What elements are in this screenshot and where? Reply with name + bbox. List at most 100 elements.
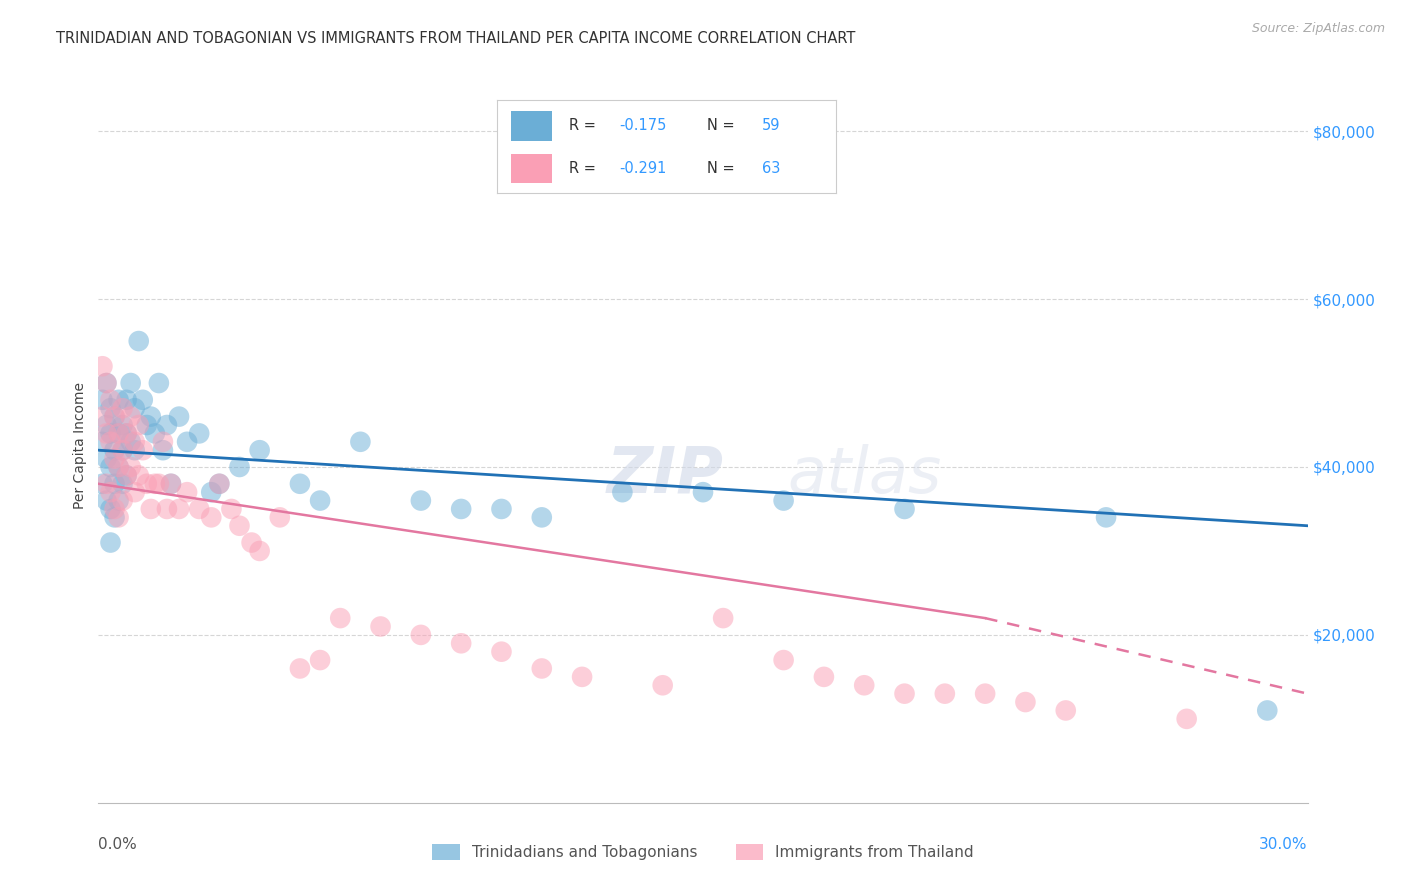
Point	[167, 502, 190, 516]
Point	[188, 502, 211, 516]
Point	[409, 628, 432, 642]
Point	[143, 476, 166, 491]
Point	[120, 460, 142, 475]
Point	[176, 434, 198, 449]
Point	[100, 434, 122, 449]
Point	[240, 535, 263, 549]
Point	[228, 518, 250, 533]
Text: atlas: atlas	[787, 443, 942, 506]
Text: 30.0%: 30.0%	[1260, 838, 1308, 852]
Point	[96, 376, 118, 390]
Point	[91, 409, 114, 424]
Point	[200, 510, 222, 524]
Point	[91, 434, 114, 449]
Point	[813, 670, 835, 684]
Point	[612, 485, 634, 500]
Point	[111, 443, 134, 458]
Point	[1054, 703, 1077, 717]
Point	[188, 426, 211, 441]
Point	[208, 476, 231, 491]
Point	[1175, 712, 1198, 726]
Point	[107, 460, 129, 475]
Point	[96, 426, 118, 441]
Point	[100, 401, 122, 416]
Point	[107, 510, 129, 524]
Point	[128, 417, 150, 432]
Point	[103, 502, 125, 516]
Point	[100, 426, 122, 441]
Point	[249, 443, 271, 458]
Point	[711, 611, 734, 625]
Point	[571, 670, 593, 684]
Point	[91, 392, 114, 407]
Point	[228, 460, 250, 475]
Point	[148, 476, 170, 491]
Point	[124, 443, 146, 458]
Point	[100, 392, 122, 407]
Point	[124, 401, 146, 416]
Point	[1256, 703, 1278, 717]
Point	[148, 376, 170, 390]
Point	[139, 502, 162, 516]
Point	[100, 460, 122, 475]
Point	[974, 687, 997, 701]
Point	[200, 485, 222, 500]
Text: ZIP: ZIP	[606, 443, 723, 506]
Point	[176, 485, 198, 500]
Point	[111, 417, 134, 432]
Point	[160, 476, 183, 491]
Point	[111, 476, 134, 491]
Legend: Trinidadians and Tobagonians, Immigrants from Thailand: Trinidadians and Tobagonians, Immigrants…	[426, 838, 980, 866]
Point	[143, 426, 166, 441]
Text: 0.0%: 0.0%	[98, 838, 138, 852]
Point	[115, 392, 138, 407]
Point	[893, 687, 915, 701]
Point	[124, 485, 146, 500]
Point	[288, 476, 311, 491]
Point	[1095, 510, 1118, 524]
Point	[103, 476, 125, 491]
Point	[128, 334, 150, 348]
Point	[692, 485, 714, 500]
Point	[530, 661, 553, 675]
Point	[132, 392, 155, 407]
Point	[103, 409, 125, 424]
Point	[128, 468, 150, 483]
Point	[120, 409, 142, 424]
Point	[309, 493, 332, 508]
Point	[91, 476, 114, 491]
Point	[772, 493, 794, 508]
Point	[152, 443, 174, 458]
Point	[249, 544, 271, 558]
Point	[309, 653, 332, 667]
Point	[96, 476, 118, 491]
Point	[96, 493, 118, 508]
Point	[132, 443, 155, 458]
Text: Source: ZipAtlas.com: Source: ZipAtlas.com	[1251, 22, 1385, 36]
Point	[139, 409, 162, 424]
Point	[135, 476, 157, 491]
Point	[772, 653, 794, 667]
Point	[111, 443, 134, 458]
Point	[221, 502, 243, 516]
Point	[103, 409, 125, 424]
Point	[100, 535, 122, 549]
Point	[107, 493, 129, 508]
Point	[103, 510, 125, 524]
Point	[115, 468, 138, 483]
Point	[167, 409, 190, 424]
Point	[409, 493, 432, 508]
Point	[120, 376, 142, 390]
Point	[100, 502, 122, 516]
Point	[107, 426, 129, 441]
Point	[491, 645, 513, 659]
Point	[91, 359, 114, 374]
Point	[1014, 695, 1036, 709]
Point	[208, 476, 231, 491]
Y-axis label: Per Capita Income: Per Capita Income	[73, 383, 87, 509]
Point	[107, 392, 129, 407]
Point	[111, 493, 134, 508]
Point	[893, 502, 915, 516]
Point	[115, 468, 138, 483]
Point	[100, 485, 122, 500]
